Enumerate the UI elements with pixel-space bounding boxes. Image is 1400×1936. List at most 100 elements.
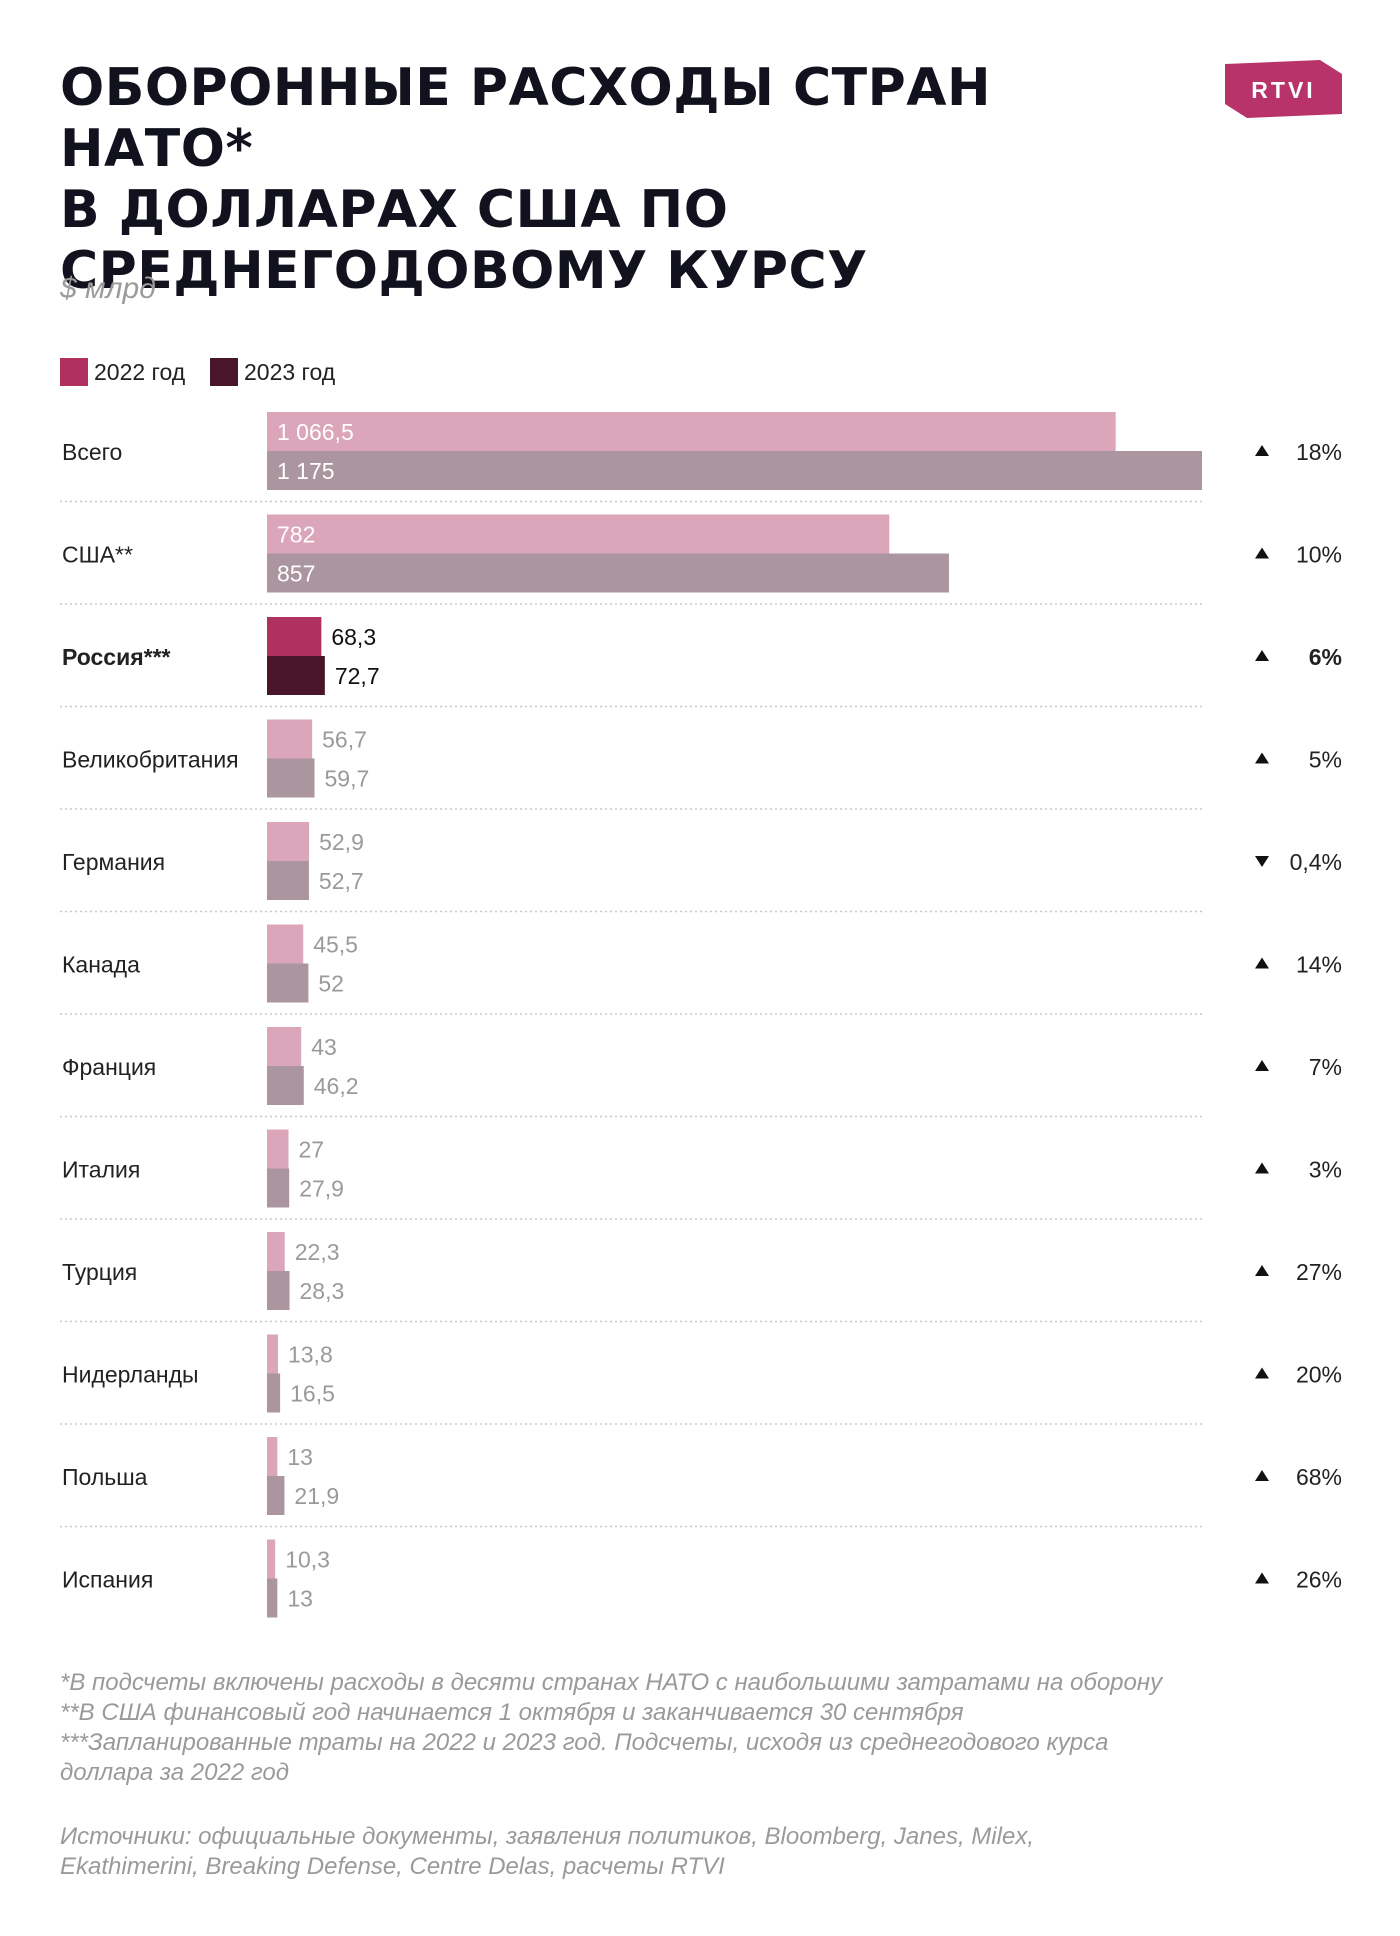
value-label-2022: 45,5 xyxy=(313,932,358,958)
category-label: Франция xyxy=(62,1054,156,1080)
value-label-2022: 10,3 xyxy=(285,1547,330,1573)
value-label-2022: 56,7 xyxy=(322,727,367,753)
value-label-2022: 27 xyxy=(298,1137,324,1163)
value-label-2023: 52 xyxy=(318,971,344,997)
bar-2023 xyxy=(267,1476,285,1515)
change-percent: 3% xyxy=(1309,1157,1342,1183)
legend-swatch-2022 xyxy=(60,358,88,386)
value-label-2022: 13,8 xyxy=(288,1342,333,1368)
value-label-2023: 1 175 xyxy=(277,458,335,484)
sources-line-1: Источники: официальные документы, заявле… xyxy=(60,1823,1034,1850)
bar-2022 xyxy=(267,1027,302,1066)
value-label-2022: 43 xyxy=(311,1034,337,1060)
up-arrow-icon xyxy=(1255,547,1269,559)
value-label-2023: 27,9 xyxy=(299,1176,344,1202)
legend-swatch-2023 xyxy=(210,358,238,386)
bar-2022 xyxy=(267,617,322,656)
up-arrow-icon xyxy=(1255,1367,1269,1379)
up-arrow-icon xyxy=(1255,957,1269,969)
value-label-2022: 68,3 xyxy=(331,624,376,650)
value-label-2023: 52,7 xyxy=(319,868,364,894)
bar-2023 xyxy=(267,861,309,900)
value-label-2022: 22,3 xyxy=(295,1239,340,1265)
bar-2022 xyxy=(267,1232,285,1271)
value-label-2023: 13 xyxy=(287,1586,313,1612)
footnote-2: **В США финансовый год начинается 1 октя… xyxy=(60,1699,964,1726)
up-arrow-icon xyxy=(1255,1572,1269,1584)
sources: Источники: официальные документы, заявле… xyxy=(60,1822,1360,1882)
value-label-2022: 13 xyxy=(287,1444,313,1470)
bar-2022 xyxy=(267,1129,289,1169)
bar-2023 xyxy=(267,553,949,593)
bar-2022 xyxy=(267,1539,276,1579)
bar-2023 xyxy=(267,1578,278,1618)
change-percent: 10% xyxy=(1296,542,1342,568)
change-percent: 27% xyxy=(1296,1259,1342,1285)
title-line-3: СРЕДНЕГОДОВОМУ КУРСУ xyxy=(60,241,868,301)
change-percent: 68% xyxy=(1296,1464,1342,1490)
legend-label-2022: 2022 год xyxy=(94,359,186,385)
change-percent: 20% xyxy=(1296,1362,1342,1388)
up-arrow-icon xyxy=(1255,1060,1269,1071)
up-arrow-icon xyxy=(1255,650,1269,661)
category-label: Канада xyxy=(62,952,140,978)
value-label-2022: 52,9 xyxy=(319,829,364,855)
change-percent: 7% xyxy=(1309,1054,1342,1080)
change-percent: 5% xyxy=(1309,747,1342,773)
bar-2023 xyxy=(267,451,1202,490)
bar-2023 xyxy=(267,656,325,695)
chart-title: ОБОРОННЫЕ РАСХОДЫ СТРАН НАТО* В ДОЛЛАРАХ… xyxy=(60,58,1180,302)
category-label: Великобритания xyxy=(62,747,239,773)
footnote-3: ***Запланированные траты на 2022 и 2023 … xyxy=(60,1729,1109,1756)
bar-2023 xyxy=(267,1066,304,1105)
footnotes: *В подсчеты включены расходы в десяти ст… xyxy=(60,1668,1360,1788)
change-percent: 0,4% xyxy=(1290,849,1342,875)
category-label: Нидерланды xyxy=(62,1362,199,1388)
up-arrow-icon xyxy=(1255,445,1269,456)
bar-2023 xyxy=(267,1373,281,1413)
title-line-1: ОБОРОННЫЕ РАСХОДЫ СТРАН НАТО* xyxy=(60,58,992,179)
change-percent: 18% xyxy=(1296,439,1342,465)
category-label: Турция xyxy=(62,1259,137,1285)
unit-label: $ млрд xyxy=(60,272,156,305)
up-arrow-icon xyxy=(1255,1470,1269,1481)
up-arrow-icon xyxy=(1255,752,1269,764)
rtvi-logo: RTVI xyxy=(1225,60,1342,118)
bar-2022 xyxy=(267,1437,278,1476)
bar-2023 xyxy=(267,1168,290,1208)
category-label: Россия*** xyxy=(62,644,171,670)
bar-2023 xyxy=(267,963,309,1003)
value-label-2023: 28,3 xyxy=(300,1278,345,1304)
change-percent: 26% xyxy=(1296,1567,1342,1593)
value-label-2023: 72,7 xyxy=(335,663,380,689)
value-label-2023: 21,9 xyxy=(294,1483,339,1509)
up-arrow-icon xyxy=(1255,1162,1269,1174)
bar-2022 xyxy=(267,822,310,861)
bar-2022 xyxy=(267,719,313,759)
bar-2023 xyxy=(267,1271,290,1310)
down-arrow-icon xyxy=(1255,856,1269,867)
bar-chart: Всего 1 066,5 1 175 18% США** 782 857 10% Россия… xyxy=(60,412,1342,1618)
value-label-2022: 782 xyxy=(277,522,315,548)
category-label: Испания xyxy=(62,1567,153,1593)
value-label-2023: 857 xyxy=(277,561,315,587)
logo-text: RTVI xyxy=(1251,77,1315,103)
sources-line-2: Ekathimerini, Breaking Defense, Centre D… xyxy=(60,1853,725,1880)
bar-2022 xyxy=(267,1334,278,1374)
value-label-2022: 1 066,5 xyxy=(277,419,354,445)
bar-2022 xyxy=(267,924,304,964)
value-label-2023: 16,5 xyxy=(290,1381,335,1407)
value-label-2023: 46,2 xyxy=(314,1073,359,1099)
change-percent: 14% xyxy=(1296,952,1342,978)
category-label: Польша xyxy=(62,1464,148,1490)
up-arrow-icon xyxy=(1255,1265,1269,1276)
category-label: Всего xyxy=(62,439,122,465)
logo-badge xyxy=(1225,60,1342,118)
category-label: Германия xyxy=(62,849,165,875)
footnote-4: доллара за 2022 год xyxy=(60,1759,290,1786)
category-label: Италия xyxy=(62,1157,140,1183)
bar-2022 xyxy=(267,514,890,554)
bar-2023 xyxy=(267,758,315,798)
bar-2022 xyxy=(267,412,1116,451)
category-label: США** xyxy=(62,542,133,568)
